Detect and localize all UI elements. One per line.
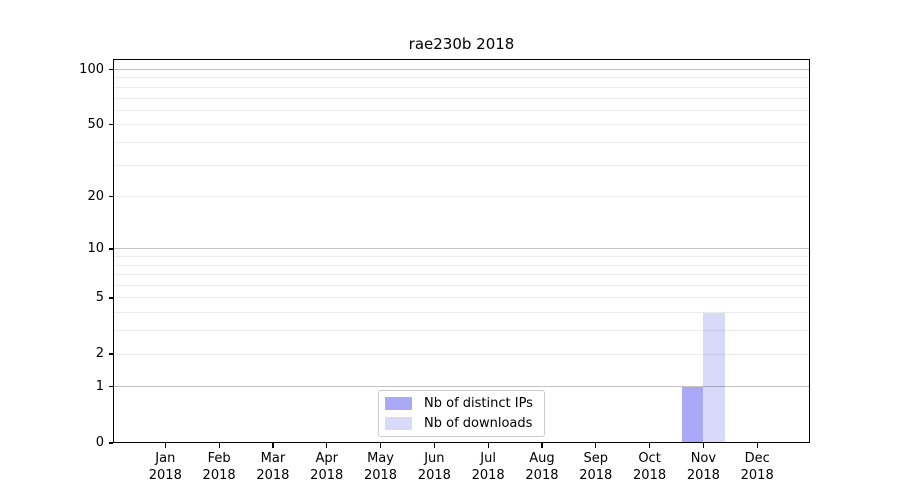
y-tick-mark-2: [108, 353, 113, 355]
x-tick-month: Sep: [583, 451, 609, 466]
gridline-minor-30: [114, 164, 809, 166]
x-tick-label-jan-2018: Jan 2018: [133, 450, 197, 484]
x-tick-month: Dec: [744, 451, 770, 466]
legend-swatch-distinct-ips: [385, 397, 412, 410]
x-tick-month: Jun: [424, 451, 445, 466]
x-tick-year: 2018: [525, 468, 559, 483]
x-tick-mark-dec-2018: [756, 443, 758, 448]
y-tick-label-100: 100: [79, 61, 104, 77]
gridline-major-100: [114, 69, 809, 70]
x-tick-mark-jun-2018: [433, 443, 435, 448]
chart-title: rae230b 2018: [408, 35, 515, 53]
y-tick-label-5: 5: [95, 289, 104, 305]
gridline-minor-9: [114, 256, 809, 258]
x-tick-month: Aug: [529, 451, 555, 466]
x-tick-label-oct-2018: Oct 2018: [618, 450, 682, 484]
gridline-minor-7: [114, 274, 809, 276]
x-tick-year: 2018: [310, 468, 344, 483]
x-tick-month: May: [367, 451, 394, 466]
legend-item-downloads: Nb of downloads: [385, 416, 538, 432]
y-tick-mark-5: [108, 297, 113, 299]
x-tick-mark-mar-2018: [272, 443, 274, 448]
x-tick-mark-apr-2018: [326, 443, 328, 448]
gridline-minor-40: [114, 141, 809, 143]
gridline-minor-60: [114, 109, 809, 111]
gridline-minor-8: [114, 264, 809, 266]
legend-label-distinct-ips: Nb of distinct IPs: [424, 395, 533, 411]
y-tick-label-2: 2: [95, 346, 104, 362]
gridline-major-10: [114, 248, 809, 250]
y-tick-mark-100: [108, 68, 113, 71]
legend-item-distinct-ips: Nb of distinct IPs: [385, 396, 538, 412]
x-tick-year: 2018: [471, 468, 505, 483]
x-tick-label-nov-2018: Nov 2018: [671, 450, 735, 484]
gridline-minor-3: [114, 330, 809, 332]
x-tick-month: Nov: [690, 451, 717, 466]
gridline-minor-80: [114, 86, 809, 88]
x-tick-year: 2018: [417, 468, 451, 483]
bar-nb-of-distinct-ips-nov-2018: [681, 386, 704, 443]
legend: Nb of distinct IPs Nb of downloads: [378, 390, 545, 437]
gridline-minor-90: [114, 77, 809, 79]
gridline-minor-6: [114, 285, 809, 287]
x-tick-month: Jul: [480, 451, 496, 466]
x-tick-month: Jan: [155, 451, 176, 466]
y-tick-mark-10: [108, 248, 113, 250]
x-tick-month: Apr: [315, 451, 338, 466]
x-tick-label-dec-2018: Dec 2018: [725, 450, 789, 484]
y-tick-label-20: 20: [87, 188, 104, 204]
y-tick-label-1: 1: [95, 378, 104, 394]
x-tick-mark-nov-2018: [702, 443, 704, 448]
y-tick-mark-20: [108, 196, 113, 198]
y-tick-label-50: 50: [87, 116, 104, 132]
x-tick-year: 2018: [363, 468, 398, 483]
gridline-minor-2: [114, 353, 809, 355]
bar-nb-of-downloads-nov-2018: [703, 312, 725, 443]
x-tick-month: Feb: [207, 451, 231, 466]
x-tick-year: 2018: [148, 468, 182, 483]
x-tick-label-feb-2018: Feb 2018: [187, 450, 251, 484]
x-tick-year: 2018: [740, 468, 774, 483]
x-tick-mark-oct-2018: [648, 443, 651, 448]
x-tick-month: Oct: [638, 451, 661, 466]
x-tick-label-may-2018: May 2018: [349, 450, 413, 484]
y-tick-label-10: 10: [87, 240, 104, 256]
x-tick-mark-sep-2018: [595, 443, 597, 448]
x-tick-label-aug-2018: Aug 2018: [510, 450, 574, 484]
x-tick-mark-may-2018: [379, 443, 382, 448]
gridline-minor-50: [114, 124, 809, 126]
gridline-minor-4: [114, 312, 809, 314]
x-tick-label-mar-2018: Mar 2018: [241, 450, 305, 484]
x-tick-year: 2018: [579, 468, 613, 483]
y-tick-label-0: 0: [95, 435, 104, 450]
x-tick-mark-jan-2018: [164, 443, 166, 448]
y-tick-mark-1: [108, 386, 113, 388]
legend-label-downloads: Nb of downloads: [424, 415, 533, 431]
gridline-minor-5: [114, 297, 809, 299]
x-tick-mark-jul-2018: [487, 443, 489, 448]
y-tick-mark-0: [108, 442, 113, 444]
gridline-minor-70: [114, 97, 809, 99]
x-tick-label-sep-2018: Sep 2018: [564, 450, 628, 484]
x-tick-label-jul-2018: Jul 2018: [456, 450, 520, 484]
x-tick-year: 2018: [256, 468, 290, 483]
x-tick-mark-aug-2018: [541, 443, 543, 448]
legend-swatch-downloads: [385, 417, 412, 430]
gridline-minor-20: [114, 196, 809, 198]
x-tick-year: 2018: [633, 468, 667, 483]
y-tick-mark-50: [108, 124, 113, 126]
x-tick-label-jun-2018: Jun 2018: [402, 450, 466, 484]
gridline-major-1: [114, 386, 809, 388]
x-tick-month: Mar: [260, 451, 286, 466]
x-tick-mark-feb-2018: [218, 443, 220, 448]
x-tick-label-apr-2018: Apr 2018: [295, 450, 359, 484]
x-tick-year: 2018: [202, 468, 236, 483]
x-tick-year: 2018: [686, 468, 720, 483]
